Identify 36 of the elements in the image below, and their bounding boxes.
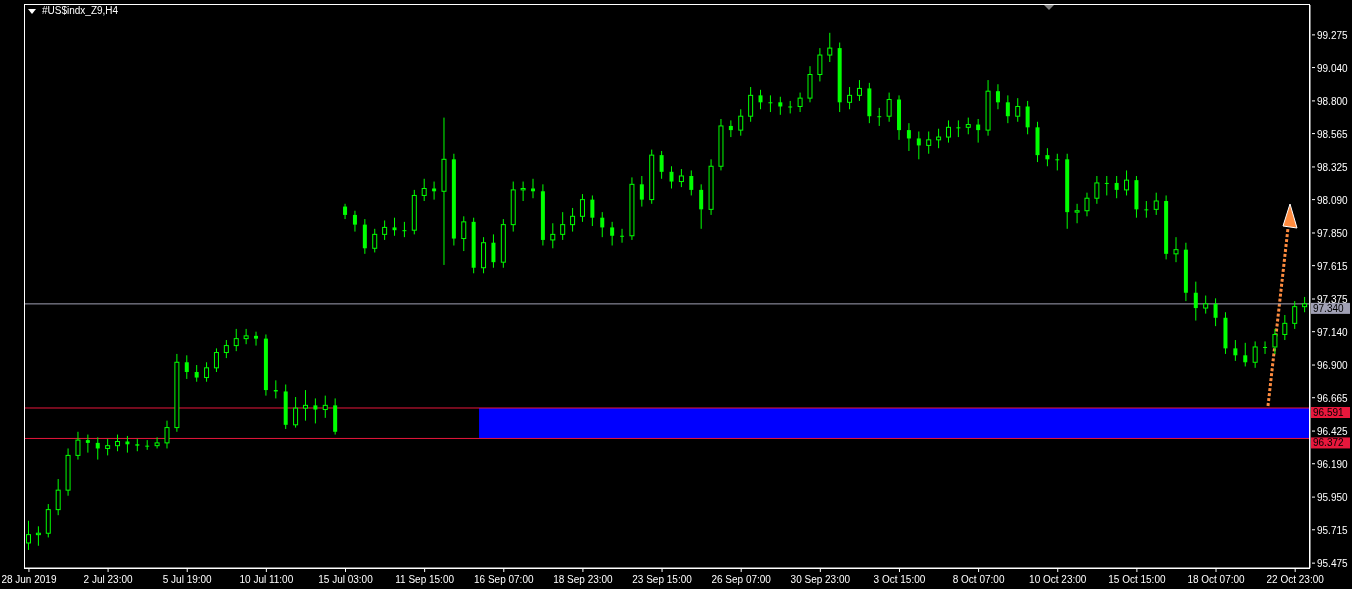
y-tick-label: 97.850 <box>1317 227 1349 239</box>
y-tick-label: 99.040 <box>1317 62 1349 74</box>
y-tick-label: 98.565 <box>1317 128 1349 140</box>
x-tick-label: 5 Jul 19:00 <box>162 574 213 585</box>
x-tick-label: 22 Oct 23:00 <box>1266 574 1325 585</box>
x-tick-label: 10 Oct 23:00 <box>1029 574 1087 585</box>
y-tick-label: 96.190 <box>1317 458 1349 470</box>
y-tick-label: 96.665 <box>1317 392 1349 404</box>
x-tick-label: 28 Jun 2019 <box>1 574 57 585</box>
y-tick-label: 99.275 <box>1317 29 1349 41</box>
x-tick-label: 11 Sep 15:00 <box>395 574 455 585</box>
y-tick-label: 95.475 <box>1317 558 1349 570</box>
y-tick-label: 97.615 <box>1317 260 1349 272</box>
x-tick-label: 18 Sep 23:00 <box>553 574 614 585</box>
y-tick-label: 98.090 <box>1317 194 1349 206</box>
y-tick-label: 95.950 <box>1317 492 1349 504</box>
y-tick-label: 98.800 <box>1317 95 1349 107</box>
y-tick-label: 97.140 <box>1317 326 1349 338</box>
y-tick-label: 98.325 <box>1317 161 1349 173</box>
y-tick-label: 96.900 <box>1317 360 1349 372</box>
x-tick-label: 15 Oct 15:00 <box>1108 574 1166 585</box>
x-tick-label: 18 Oct 07:00 <box>1187 574 1246 585</box>
y-tick-label: 95.715 <box>1317 524 1349 536</box>
x-tick-label: 15 Jul 03:00 <box>318 574 374 585</box>
x-tick-label: 3 Oct 15:00 <box>873 574 926 585</box>
ref-line-label: 96.372 <box>1313 437 1345 449</box>
x-tick-label: 23 Sep 15:00 <box>632 574 693 585</box>
ref-line-label: 96.591 <box>1313 407 1345 418</box>
x-tick-label: 26 Sep 07:00 <box>711 574 772 585</box>
x-tick-label: 10 Jul 11:00 <box>239 574 294 585</box>
x-tick-label: 2 Jul 23:00 <box>83 574 133 585</box>
x-tick-label: 8 Oct 07:00 <box>952 574 1005 585</box>
chart-title: #US$indx_Z9,H4 <box>42 5 119 16</box>
x-tick-label: 30 Sep 23:00 <box>790 574 851 585</box>
y-tick-label: 96.425 <box>1317 426 1349 438</box>
x-tick-label: 16 Sep 07:00 <box>474 574 534 585</box>
